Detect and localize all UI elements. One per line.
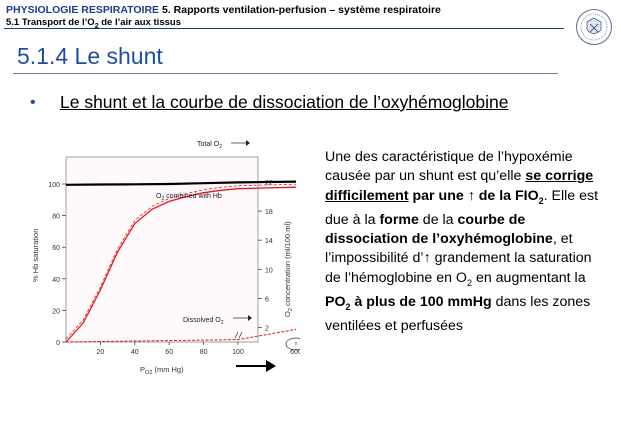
y-tick-label: 20 (52, 308, 60, 315)
plot-frame (65, 156, 259, 343)
y-tick-label: 80 (52, 214, 60, 221)
y-tick-label: 60 (52, 245, 60, 252)
y2-tick-label: 10 (265, 267, 273, 274)
section-name-end: de l’air aux tissus (98, 17, 181, 28)
text-po2-sub: 2 (345, 301, 351, 312)
slide-subtitle: Le shunt et la courbe de dissociation de… (60, 92, 509, 112)
text-corrige: se corrige difficilement (325, 168, 594, 204)
university-seal-logo (576, 9, 612, 45)
label-dissolved-o2: Dissolved O2 (183, 317, 224, 326)
series-dissolved-o2 (65, 328, 297, 343)
text-part-4: . Elle est due à la (325, 187, 599, 228)
y-tick-label: 40 (52, 277, 60, 284)
y2-tick-label: 2 (265, 325, 269, 332)
text-forme: forme (379, 211, 419, 228)
text-part-9: en augmentant la (472, 269, 586, 286)
text-courbe: courbe de dissociation de l’oxyhémoglobi… (325, 211, 553, 248)
highlight-circle-600 (285, 337, 300, 351)
header-divider (4, 28, 564, 29)
x-tick-label: 80 (200, 349, 208, 356)
header-course-line: PHYSIOLOGIE RESPIRATOIRE 5. Rapports ven… (6, 4, 441, 16)
arrowhead-total (246, 140, 250, 146)
text-o2-sub: 2 (466, 277, 472, 288)
text-po2: PO (325, 293, 346, 310)
series-total-o2 (65, 180, 297, 186)
header-section-line: 5.1 Transport de l’O2 de l’air aux tissu… (6, 17, 181, 30)
label-total-o2: Total O2 (197, 141, 222, 150)
y2-tick-label: 18 (265, 209, 273, 216)
oxygen-dissociation-chart: 0 20 40 60 80 100 20 40 60 80 100 600 2 6 10 14 18 22 % Hb… (31, 140, 300, 376)
y2-axis-label: O2 concentration (ml/100 ml) (283, 221, 294, 317)
y2-tick-label: 6 (265, 296, 269, 303)
label-o2-combined-hb: O2 combined with Hb (156, 193, 222, 202)
chapter-name: 5. Rapports ventilation-perfusion – syst… (161, 4, 441, 16)
section-sub: 2 (94, 22, 99, 30)
y-tick-label: 100 (48, 182, 60, 189)
x-tick-label: 20 (97, 349, 105, 356)
axis-break-mark (234, 331, 243, 339)
x-tick-label: 600 (290, 349, 300, 356)
text-part-6: de la (418, 211, 458, 228)
course-name: PHYSIOLOGIE RESPIRATOIRE (6, 4, 160, 16)
x-axis-label: PO2 (mm Hg) (140, 365, 184, 376)
y2-tick-label: 22 (265, 180, 273, 187)
highlight-arrowhead (266, 360, 276, 372)
x-tick-label: 100 (232, 349, 244, 356)
text-part-12: dans les zones ventilées et perfusées (325, 293, 591, 334)
x-tick-label: 40 (131, 349, 139, 356)
series-o2-combined-hb-upper (65, 183, 297, 340)
text-part-1: Une des caractéristique de l’hypoxémie c… (325, 149, 573, 185)
text-part-8: , et l’impossibilité d’↑ grandement la s… (325, 231, 592, 286)
section-name: 5.1 Transport de l’O (6, 17, 95, 28)
slide-title: 5.1.4 Le shunt (13, 42, 558, 74)
explanation-text: Une des caractéristique de l’hypoxémie c… (325, 148, 600, 336)
y2-tick-label: 14 (265, 238, 273, 245)
arrowhead-dissolved (248, 315, 252, 321)
text-100mmhg: à plus de 100 mmHg (350, 293, 492, 310)
x-tick-label: 60 (165, 349, 173, 356)
y-tick-label: 0 (56, 340, 60, 347)
text-fio2: par une ↑ de la FIO (408, 187, 539, 204)
text-fio2-sub: 2 (538, 195, 544, 206)
bullet-dot: • (30, 94, 36, 111)
y-axis-label: % Hb saturation (31, 229, 40, 282)
series-o2-combined-hb (65, 186, 297, 343)
